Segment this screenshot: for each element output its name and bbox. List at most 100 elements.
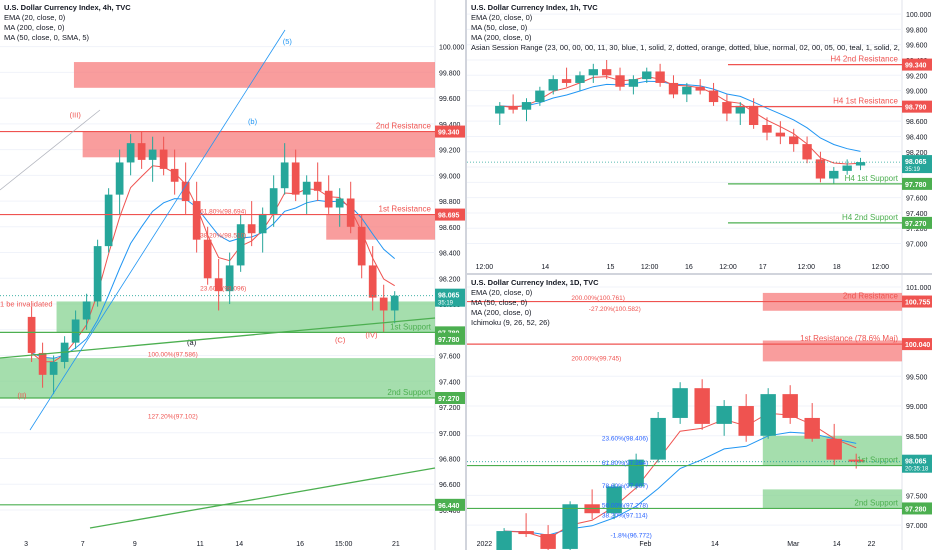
- last-price-countdown: 35:19: [438, 301, 454, 307]
- y-tick-label: 99.200: [906, 73, 928, 80]
- price-tag-bg: [435, 208, 465, 221]
- candle-body: [682, 86, 692, 95]
- x-tick-label: 14: [235, 541, 243, 548]
- candle-body: [126, 143, 135, 163]
- legend-1d: U.S. Dollar Currency Index, 1D, TVC EMA …: [471, 278, 599, 328]
- candle-body: [302, 181, 311, 195]
- candle-body: [390, 295, 399, 311]
- y-tick-label: 99.800: [906, 27, 928, 34]
- price-tag-bg: [902, 338, 932, 351]
- candle-body: [495, 105, 505, 114]
- price-tag-bg: [902, 177, 932, 190]
- resistance-label: 1st Resistance: [379, 205, 432, 214]
- y-tick-label: 97.600: [906, 196, 928, 203]
- x-tick-label: 7: [81, 541, 85, 548]
- y-tick-label: 99.000: [439, 173, 461, 180]
- x-tick-label: 12:00: [476, 264, 494, 271]
- fib-label: 50.00%(97.278): [602, 503, 648, 510]
- candle-body: [181, 181, 190, 202]
- candle-body: [748, 105, 759, 125]
- candle-body: [508, 105, 518, 110]
- y-tick-label: 97.400: [439, 379, 461, 386]
- x-tick-label: 9: [133, 541, 137, 548]
- x-tick-label: 14: [541, 264, 549, 271]
- candle-body: [247, 224, 256, 234]
- candle-body: [829, 170, 839, 179]
- chart-svg-1d: 101.00099.50099.00098.50098.00097.50097.…: [467, 275, 932, 550]
- last-price-countdown: 35:19: [905, 167, 921, 173]
- chart-panel-4h[interactable]: U.S. Dollar Currency Index, 4h, TVC EMA …: [0, 0, 465, 550]
- candle-body: [601, 69, 612, 76]
- candle-body: [606, 486, 622, 514]
- last-price-tag-bg: [902, 155, 932, 174]
- candle-body: [540, 534, 556, 549]
- candle-body: [642, 71, 652, 80]
- price-tag-bg: [902, 502, 932, 515]
- x-tick-label: 15: [607, 264, 615, 271]
- x-tick-label: 12:00: [719, 264, 737, 271]
- candle-body: [104, 194, 113, 247]
- candle-body: [672, 388, 688, 418]
- y-tick-label: 97.000: [439, 431, 461, 438]
- fib-label: 100.00%(97.586): [148, 351, 198, 358]
- last-price-tag: 98.065: [905, 159, 927, 166]
- panel-divider-vertical[interactable]: [465, 0, 467, 550]
- price-tag: 97.270: [905, 221, 927, 228]
- last-price-tag-bg: [902, 454, 932, 473]
- price-tag: 98.790: [905, 105, 927, 112]
- chart-svg-1h: 100.00099.80099.60099.40099.20099.00098.…: [467, 0, 932, 273]
- fib-label: 61.80%(97.994): [602, 460, 648, 467]
- candle-body: [368, 265, 377, 298]
- panel-divider-horizontal[interactable]: [467, 273, 932, 275]
- candle-body: [694, 388, 710, 424]
- price-tag: 96.440: [438, 503, 460, 510]
- price-tag: 97.780: [905, 182, 927, 189]
- candle-body: [628, 459, 644, 487]
- fib-label: 38.20%(98.510): [200, 232, 246, 239]
- chart-panel-1d[interactable]: U.S. Dollar Currency Index, 1D, TVC EMA …: [467, 275, 932, 550]
- candle-body: [71, 319, 80, 343]
- elliott-line: [0, 109, 101, 191]
- resistance-zone: [326, 214, 435, 240]
- price-tag-bg: [902, 295, 932, 308]
- candle-body: [668, 82, 679, 95]
- indicator-ma50: MA (50, close, 0): [471, 298, 528, 307]
- wave-label: (5): [283, 37, 293, 46]
- x-tick-label: 14: [833, 541, 841, 548]
- y-tick-label: 98.400: [439, 251, 461, 258]
- candle-body: [802, 144, 812, 160]
- candle-body: [628, 79, 639, 87]
- candle-body: [615, 75, 625, 87]
- x-tick-label: 16: [685, 264, 693, 271]
- price-tag: 99.340: [438, 130, 460, 137]
- legend-4h: U.S. Dollar Currency Index, 4h, TVC EMA …: [4, 3, 131, 43]
- fib-label: 23.60%(98.406): [602, 435, 648, 442]
- y-tick-label: 98.600: [439, 225, 461, 232]
- last-price-countdown: 20:35:18: [905, 467, 929, 473]
- chart-svg-4h: 100.000 99.800 99.600 99.400 99.200 99.000 98.…: [0, 0, 465, 550]
- y-tick-label: 99.400: [439, 122, 461, 129]
- price-tag-bg: [435, 332, 465, 345]
- candle-body: [236, 224, 245, 266]
- x-tick-label: 11: [196, 541, 203, 548]
- fib-label: 200.00%(100.761): [571, 295, 625, 302]
- indicator-ema: EMA (20, close, 0): [471, 13, 533, 22]
- y-tick-label: 100.000: [906, 12, 931, 19]
- y-tick-label: 101.000: [906, 285, 931, 292]
- price-axis-bg: [435, 0, 465, 550]
- chart-panel-1h[interactable]: U.S. Dollar Currency Index, 1h, TVC EMA …: [467, 0, 932, 273]
- y-tick-label: 97.000: [906, 523, 928, 530]
- x-tick-label: 12:00: [871, 264, 889, 271]
- support-label: 2nd Support: [387, 388, 431, 397]
- candle-body: [357, 226, 366, 266]
- indicator-ema: EMA (20, close, 0): [471, 288, 533, 297]
- candle-body: [815, 159, 826, 179]
- candle-body: [379, 297, 388, 311]
- support-label: H4 2nd Support: [842, 213, 899, 222]
- y-tick-label: 98.600: [906, 119, 928, 126]
- y-tick-label: 96.400: [439, 508, 461, 515]
- legend-1h: U.S. Dollar Currency Index, 1h, TVC EMA …: [471, 3, 901, 53]
- price-tag-bg: [902, 100, 932, 113]
- candle-body: [722, 102, 732, 114]
